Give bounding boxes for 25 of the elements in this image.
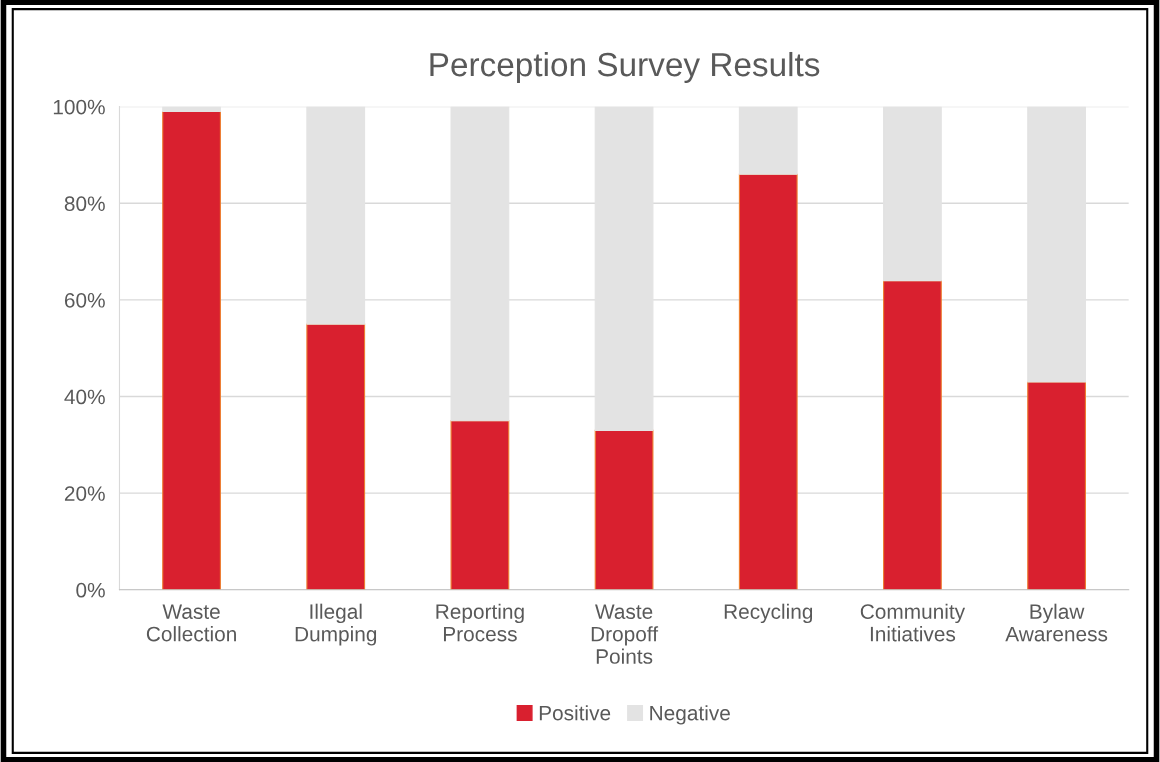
y-tick-label: 80%: [64, 196, 105, 212]
bar: [594, 429, 654, 590]
bar: [162, 106, 221, 113]
bar: [162, 110, 221, 590]
y-tick-label: 100%: [53, 99, 105, 115]
bar: [306, 323, 366, 590]
bar: [883, 280, 942, 590]
x-tick-label: Waste Collection: [146, 604, 236, 642]
y-tick-label: 0%: [76, 582, 105, 598]
bar: [738, 173, 798, 590]
chart-title: Perception Survey Results: [430, 51, 820, 84]
x-tick-label: Reporting Process: [436, 603, 524, 642]
y-tick-label: 40%: [64, 389, 105, 405]
x-tick-label: Recycling: [724, 603, 813, 624]
bar: [738, 106, 798, 175]
bar: [1027, 381, 1086, 590]
x-tick-label: Bylaw Awareness: [1005, 603, 1108, 642]
x-tick-label: Community Initiatives: [860, 603, 966, 642]
bar: [450, 420, 510, 590]
y-tick-label: 60%: [64, 292, 105, 308]
legend-label: Negative: [650, 705, 730, 725]
x-tick-label: Illegal Dumping: [295, 603, 377, 646]
y-tick-label: 20%: [64, 486, 105, 501]
legend-label: Positive: [539, 705, 611, 721]
x-tick-label: Waste Dropoff Points: [591, 604, 659, 664]
